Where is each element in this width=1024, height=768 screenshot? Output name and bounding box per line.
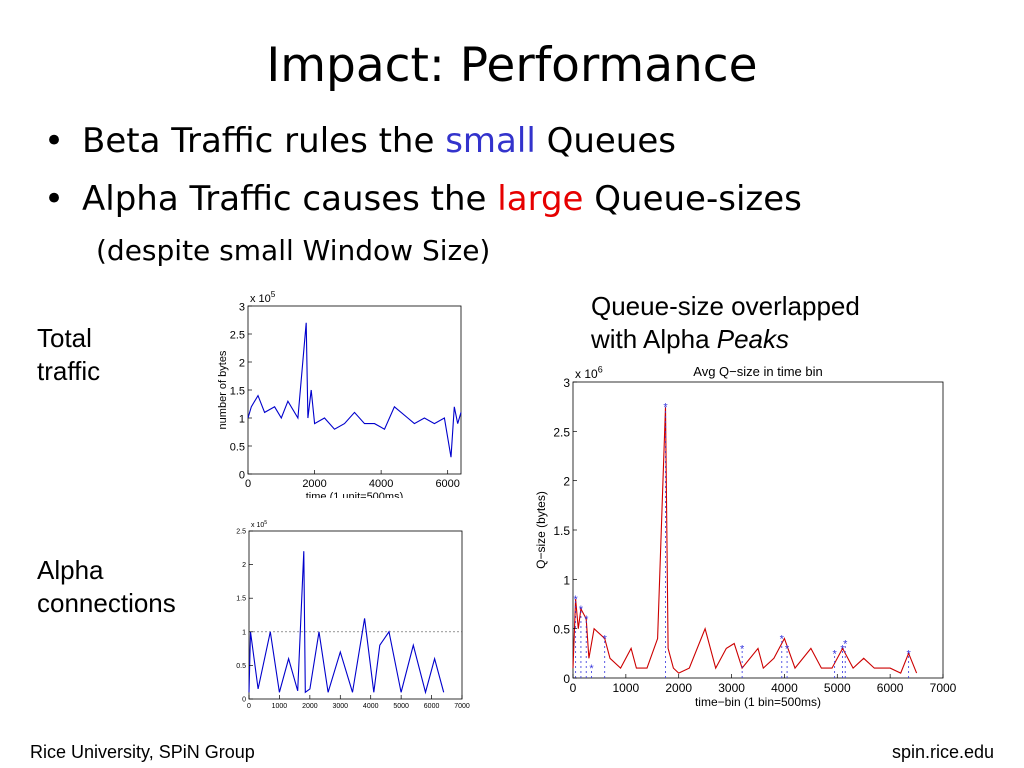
y-exponent-power: 5 bbox=[264, 520, 267, 526]
chart-title: Avg Q−size in time bin bbox=[693, 364, 822, 379]
y-tick-label: 3 bbox=[239, 302, 245, 314]
x-tick-label: 6000 bbox=[435, 478, 459, 490]
plot-frame bbox=[572, 381, 944, 679]
series-point: * bbox=[740, 643, 745, 655]
label-alpha-connections: Alpha connections bbox=[37, 555, 176, 618]
y-tick-label: 0.5 bbox=[230, 442, 245, 454]
y-tick-label: 1.5 bbox=[230, 386, 245, 398]
y-axis-label: number of bytes bbox=[217, 350, 229, 429]
x-tick-label: 2000 bbox=[302, 703, 318, 710]
y-tick-label: 0 bbox=[242, 697, 246, 704]
y-tick-label: 2 bbox=[563, 475, 570, 489]
series-point: * bbox=[663, 402, 668, 414]
y-tick-label: 2 bbox=[239, 358, 245, 370]
y-exponent: x 106 bbox=[575, 365, 603, 381]
y-tick-label: 1 bbox=[563, 573, 570, 587]
x-tick-label: 1000 bbox=[272, 703, 288, 710]
series-point: * bbox=[579, 604, 584, 616]
x-tick-label: 5000 bbox=[824, 681, 851, 695]
y-exponent: x 105 bbox=[250, 290, 276, 305]
series-line-0 bbox=[248, 551, 445, 695]
footer-right: spin.rice.edu bbox=[891, 742, 994, 762]
series-point: * bbox=[603, 634, 608, 646]
series-line-0 bbox=[572, 406, 918, 674]
y-tick-label: 2 bbox=[242, 562, 246, 569]
plot-frame bbox=[247, 305, 462, 475]
series-point: * bbox=[840, 643, 845, 655]
x-tick-label: 2000 bbox=[665, 681, 692, 695]
footer-left: Rice University, SPiN Group bbox=[30, 742, 255, 762]
x-tick-label: 4000 bbox=[363, 703, 379, 710]
peaks-italic: Peaks bbox=[716, 324, 790, 354]
x-tick-label: 5000 bbox=[393, 703, 409, 710]
y-tick-label: 0 bbox=[239, 470, 245, 482]
series-point: * bbox=[584, 614, 589, 626]
x-axis-label: time−bin (1 bin=500ms) bbox=[695, 695, 821, 709]
x-tick-label: 0 bbox=[245, 478, 251, 490]
x-tick-label: 7000 bbox=[454, 703, 470, 710]
sub-note: (despite small Window Size) bbox=[96, 234, 491, 267]
series-line-0 bbox=[247, 322, 462, 458]
y-tick-label: 0.5 bbox=[553, 623, 570, 637]
x-tick-label: 4000 bbox=[369, 478, 393, 490]
y-tick-label: 1 bbox=[239, 414, 245, 426]
highlight-large: large bbox=[497, 179, 584, 219]
x-tick-label: 0 bbox=[247, 703, 251, 710]
y-tick-label: 2.5 bbox=[553, 425, 570, 439]
x-tick-label: 7000 bbox=[930, 681, 957, 695]
y-tick-label: 0 bbox=[563, 672, 570, 686]
bullet-alpha-traffic: • Alpha Traffic causes the large Queue-si… bbox=[44, 179, 802, 219]
series-point: * bbox=[589, 663, 594, 675]
y-tick-label: 2.5 bbox=[230, 330, 245, 342]
series-point: * bbox=[785, 643, 790, 655]
x-tick-label: 3000 bbox=[332, 703, 348, 710]
x-tick-label: 6000 bbox=[877, 681, 904, 695]
y-exponent-power: 5 bbox=[271, 290, 276, 299]
x-tick-label: 6000 bbox=[424, 703, 440, 710]
series-point: * bbox=[833, 648, 838, 660]
x-tick-label: 3000 bbox=[718, 681, 745, 695]
y-tick-label: 1.5 bbox=[553, 524, 570, 538]
x-tick-label: 1000 bbox=[613, 681, 640, 695]
y-tick-label: 0.5 bbox=[236, 663, 246, 670]
highlight-small: small bbox=[445, 121, 536, 161]
alpha-connections-chart: 0 1000 2000 3000 4000 5000 6000 7000 0 0.5 1 1.5 2 2.… bbox=[236, 520, 470, 710]
x-tick-label: 2000 bbox=[302, 478, 326, 490]
series-point: * bbox=[843, 638, 848, 650]
bullet-dot: • bbox=[44, 179, 65, 219]
page-title: Impact: Performance bbox=[266, 38, 758, 93]
y-exponent: x 105 bbox=[251, 520, 267, 529]
series-point: * bbox=[780, 634, 785, 646]
y-tick-label: 3 bbox=[563, 376, 570, 390]
y-tick-label: 1 bbox=[242, 629, 246, 636]
y-tick-label: 2.5 bbox=[236, 529, 246, 536]
queue-size-chart: ********* * ***0 1000 2000 3000 4000 5000 6000 70… bbox=[534, 364, 957, 709]
series-point: * bbox=[574, 594, 579, 606]
x-axis-label: time (1 unit=500ms) bbox=[306, 491, 404, 498]
series-point: * bbox=[907, 648, 912, 660]
y-tick-label: 1.5 bbox=[236, 596, 246, 603]
y-exponent-power: 6 bbox=[598, 365, 603, 375]
label-total-traffic: Total traffic bbox=[37, 323, 101, 386]
queue-caption: Queue-size overlapped with Alpha Peaks bbox=[591, 291, 860, 354]
bullet-beta-traffic: • Beta Traffic rules the small Queues bbox=[44, 121, 676, 161]
total-traffic-chart: 0 2000 4000 6000 0 0.5 1 1.5 2 2.5 3 x 105 time (1 u… bbox=[217, 290, 462, 498]
bullet-dot: • bbox=[44, 121, 65, 161]
y-axis-label: Q−size (bytes) bbox=[534, 491, 548, 569]
x-tick-label: 4000 bbox=[771, 681, 798, 695]
x-tick-label: 0 bbox=[570, 681, 577, 695]
